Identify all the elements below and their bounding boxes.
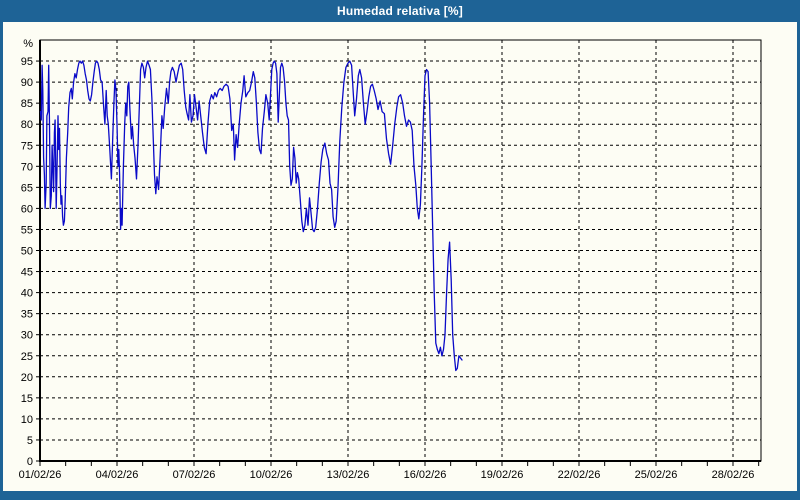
y-tick-label: 70	[21, 161, 33, 173]
title-bar: Humedad relativa [%]	[0, 0, 800, 22]
x-tick-label: 22/02/26	[558, 469, 601, 481]
x-tick-label: 10/02/26	[250, 469, 293, 481]
x-tick-label: 16/02/26	[404, 469, 447, 481]
humidity-chart: 0 5 10 15 20 25 30 35 40 45 50 55 60 65 70 75 80 85 90 95% 0…	[19, 38, 762, 481]
data-series-line	[39, 60, 463, 372]
x-tick-label: 04/02/26	[96, 469, 139, 481]
y-tick-label: 40	[21, 288, 33, 300]
y-tick-label: 15	[21, 393, 33, 405]
y-tick-label: 90	[21, 77, 33, 89]
y-tick-label: 55	[21, 224, 33, 236]
x-tick-label: 07/02/26	[173, 469, 216, 481]
y-tick-label: 60	[21, 203, 33, 215]
y-tick-label: 95	[21, 56, 33, 68]
chart-content: 0 5 10 15 20 25 30 35 40 45 50 55 60 65 70 75 80 85 90 95% 0…	[3, 22, 797, 491]
y-axis-unit-label: %	[23, 38, 33, 50]
y-tick-label: 0	[27, 456, 33, 468]
y-tick-label: 30	[21, 330, 33, 342]
y-tick-label: 35	[21, 309, 33, 321]
x-tick-label: 13/02/26	[327, 469, 370, 481]
y-tick-label: 50	[21, 246, 33, 258]
chart-title: Humedad relativa [%]	[336, 4, 464, 18]
x-tick-label: 19/02/26	[481, 469, 524, 481]
y-tick-label: 10	[21, 414, 33, 426]
y-tick-label: 45	[21, 267, 33, 279]
y-tick-label: 25	[21, 351, 33, 363]
y-tick-label: 20	[21, 372, 33, 384]
x-tick-label: 01/02/26	[19, 469, 62, 481]
y-tick-label: 5	[27, 435, 33, 447]
y-tick-label: 75	[21, 140, 33, 152]
y-tick-label: 65	[21, 182, 33, 194]
x-tick-label: 28/02/26	[712, 469, 755, 481]
y-tick-label: 80	[21, 119, 33, 131]
x-tick-label: 25/02/26	[635, 469, 678, 481]
y-tick-label: 85	[21, 98, 33, 110]
